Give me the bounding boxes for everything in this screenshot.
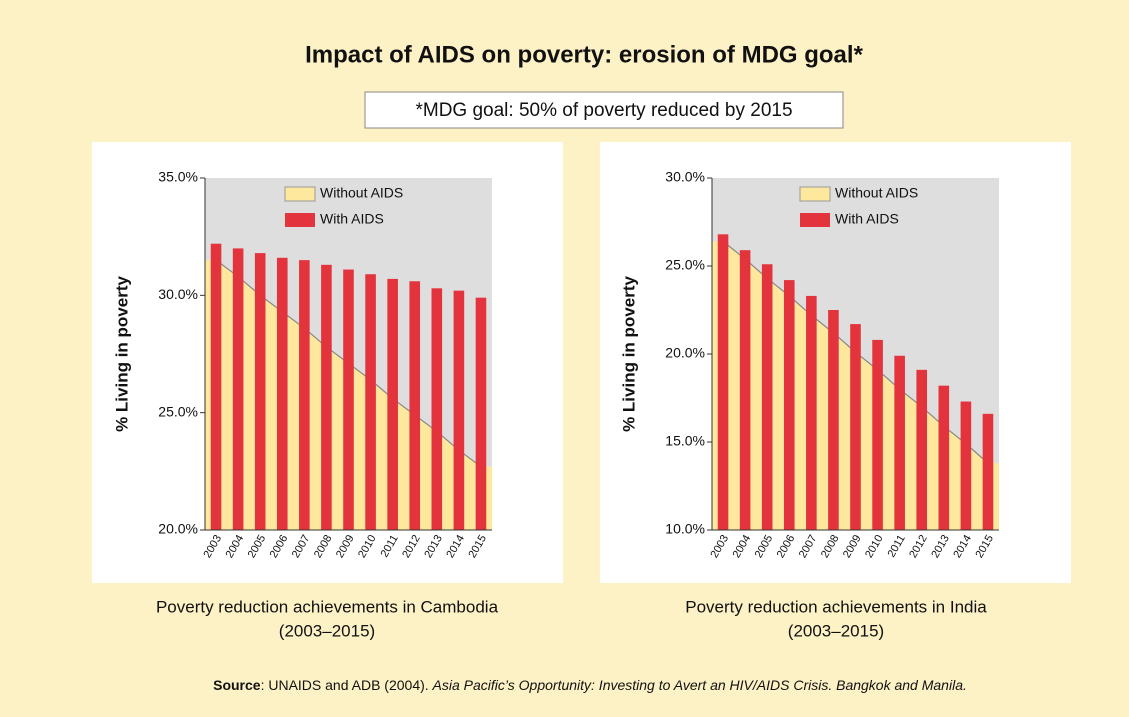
bar — [475, 297, 487, 530]
y-tick-label: 25.0% — [158, 403, 198, 419]
chart-title: Poverty reduction achievements in Cambod… — [156, 597, 499, 616]
bar — [232, 248, 244, 530]
bar — [894, 355, 905, 530]
legend-label: Without AIDS — [320, 185, 403, 201]
chart-subtitle: (2003–2015) — [788, 621, 884, 640]
bar — [982, 413, 994, 530]
bar — [343, 269, 354, 530]
legend-label: With AIDS — [320, 211, 384, 227]
legend-swatch — [800, 213, 830, 227]
source-title: Asia Pacific’s Opportunity: Investing to… — [432, 677, 967, 693]
chart-subtitle: (2003–2015) — [279, 621, 375, 640]
bar — [254, 253, 266, 531]
y-tick-label: 25.0% — [665, 257, 705, 273]
y-tick-label: 30.0% — [158, 286, 198, 302]
chart-title: Poverty reduction achievements in India — [685, 597, 987, 616]
bar — [276, 257, 288, 530]
y-tick-label: 15.0% — [665, 433, 705, 449]
y-tick-label: 10.0% — [665, 521, 705, 537]
bar — [409, 281, 421, 530]
bar — [960, 401, 972, 530]
source-text: : UNAIDS and ADB (2004). — [261, 677, 433, 693]
bar — [431, 288, 443, 530]
note-box — [364, 91, 844, 129]
bar — [806, 295, 817, 530]
page-title: Impact of AIDS on poverty: erosion of MD… — [305, 41, 863, 68]
y-tick-label: 20.0% — [665, 345, 705, 361]
y-axis-title: % Living in poverty — [619, 276, 638, 432]
bar — [783, 280, 795, 530]
bar — [761, 264, 773, 530]
bar — [872, 339, 883, 530]
bar — [938, 385, 950, 530]
bar — [717, 234, 729, 530]
bar — [365, 274, 376, 530]
bar — [916, 369, 928, 530]
legend-swatch — [799, 186, 831, 202]
y-tick-label: 20.0% — [158, 521, 198, 537]
bar — [387, 278, 398, 530]
note: *MDG goal: 50% of poverty reduced by 201… — [415, 100, 792, 121]
source: Source: UNAIDS and ADB (2004). Asia Paci… — [213, 677, 967, 693]
source-label: Source — [213, 677, 261, 693]
bar — [828, 310, 839, 530]
legend-swatch — [284, 186, 316, 202]
legend-label: With AIDS — [835, 211, 899, 227]
bar — [453, 290, 465, 530]
y-tick-label: 30.0% — [665, 169, 705, 185]
bar — [739, 250, 751, 530]
bar — [321, 264, 332, 530]
bar — [850, 324, 861, 530]
legend-label: Without AIDS — [835, 185, 918, 201]
legend-swatch — [285, 213, 315, 227]
y-tick-label: 35.0% — [158, 169, 198, 185]
y-axis-title: % Living in poverty — [112, 276, 131, 432]
bar — [210, 243, 222, 530]
bar — [299, 260, 310, 530]
